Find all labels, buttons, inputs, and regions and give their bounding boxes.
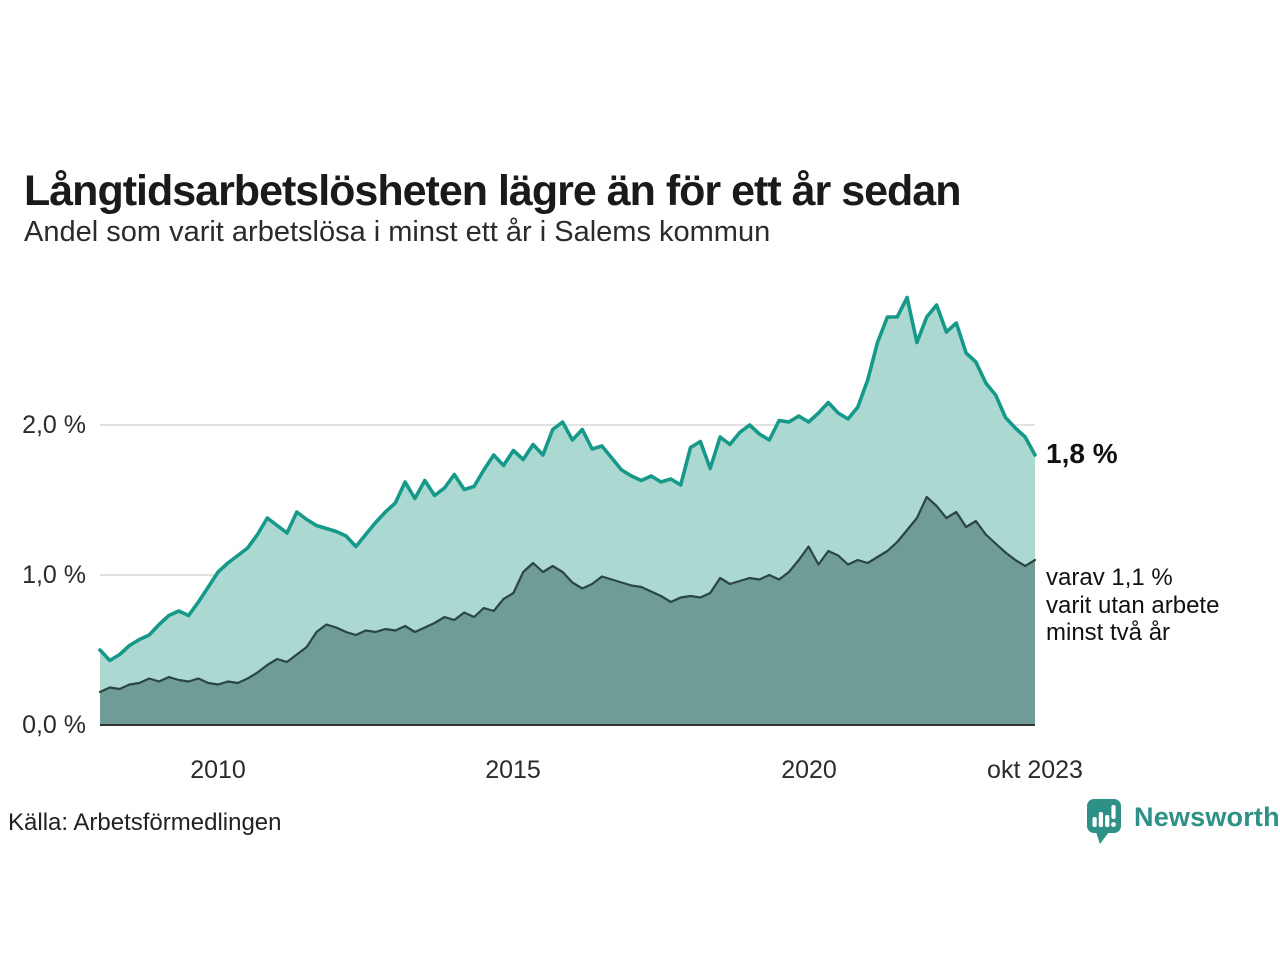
x-tick-label: okt 2023 xyxy=(987,756,1083,784)
area-two-years-line xyxy=(98,495,1037,694)
newsworthy-logo: Newsworthy xyxy=(1086,798,1280,846)
newsworthy-logo-icon xyxy=(1087,799,1121,844)
x-tick-label: 2010 xyxy=(190,756,246,784)
y-tick-label: 2,0 % xyxy=(22,411,86,439)
two-years-annotation: varav 1,1 % varit utan arbete minst två … xyxy=(1046,564,1220,646)
x-tick-label: 2015 xyxy=(485,756,541,784)
area-total-line xyxy=(98,295,1037,663)
end-value-annotation: 1,8 % xyxy=(1046,438,1118,469)
y-tick-label: 0,0 % xyxy=(22,711,86,739)
chart-title: Långtidsarbetslösheten lägre än för ett … xyxy=(24,166,961,215)
x-tick-label: 2020 xyxy=(781,756,837,784)
source-note: Källa: Arbetsförmedlingen xyxy=(8,809,282,836)
y-tick-label: 1,0 % xyxy=(22,561,86,589)
chart-subtitle: Andel som varit arbetslösa i minst ett å… xyxy=(24,216,771,248)
area-two-years-fill xyxy=(100,497,1035,725)
newsworthy-logo-text: Newsworthy xyxy=(1134,802,1280,832)
